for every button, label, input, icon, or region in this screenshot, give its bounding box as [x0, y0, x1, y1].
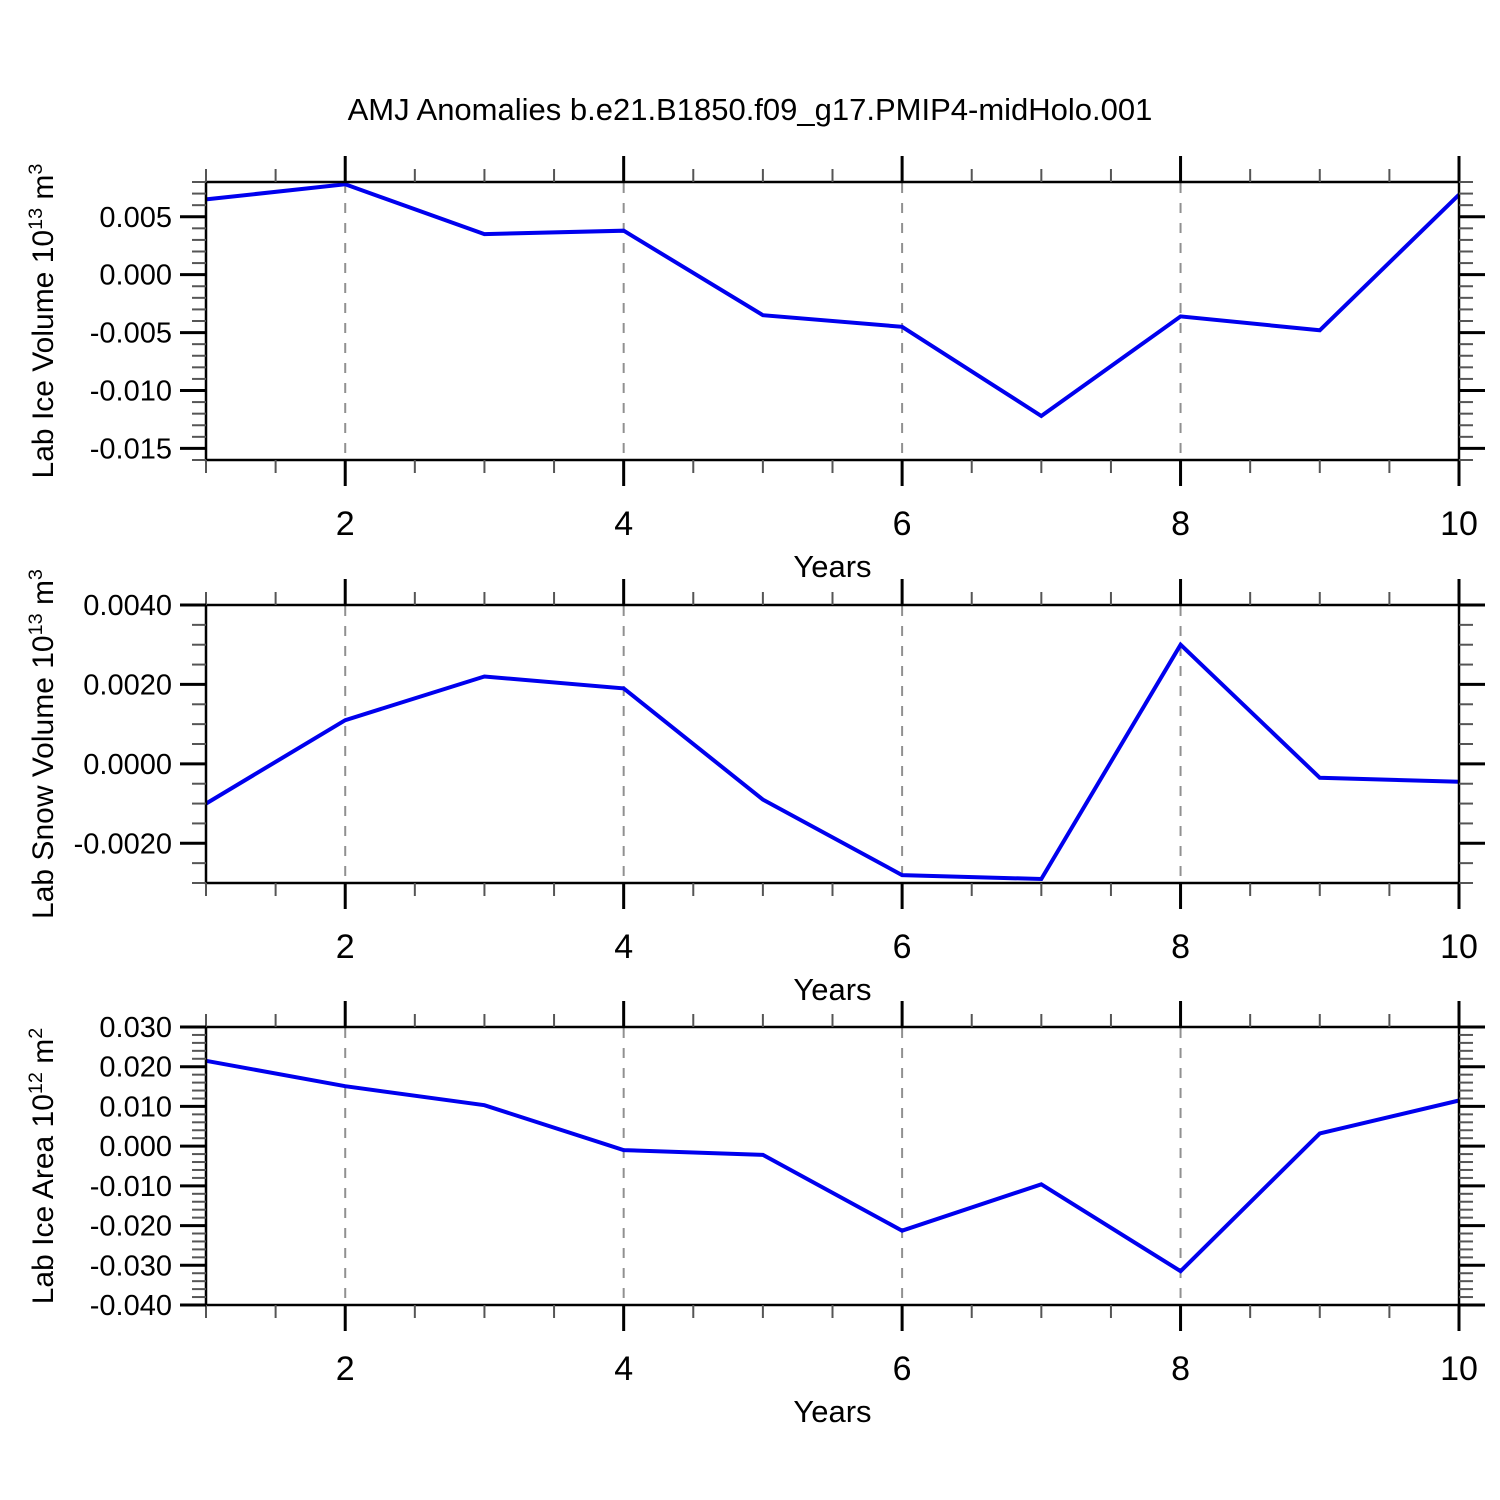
x-tick-label: 4: [614, 505, 633, 543]
x-tick-label: 10: [1440, 505, 1478, 543]
panel-2-frame: [204, 603, 1461, 885]
y-tick-label: 0.000: [99, 1131, 172, 1163]
panel-2-data-line: [204, 641, 1460, 882]
x-tick-label: 4: [614, 1350, 633, 1388]
x-tick-label: 2: [336, 928, 355, 966]
y-tick-label: -0.040: [90, 1290, 172, 1322]
chart-title: AMJ Anomalies b.e21.B1850.f09_g17.PMIP4-…: [347, 92, 1153, 127]
x-tick-label: 10: [1440, 928, 1478, 966]
y-tick-label: 0.005: [99, 202, 172, 234]
x-tick-label: 2: [336, 505, 355, 543]
y-tick-label: 0.020: [99, 1052, 172, 1084]
x-tick-label: 6: [893, 505, 912, 543]
y-tick-label: 0.030: [99, 1012, 172, 1044]
y-tick-label: -0.005: [90, 318, 172, 350]
y-tick-label: 0.0020: [83, 669, 172, 701]
panel-2: 0.0040 0.0020 0.0000 -0.0020 2 4 6 8 10 Years: [74, 579, 1485, 1007]
panel-2-x-axis-label: Years: [793, 972, 871, 1007]
y-tick-label: 0.010: [99, 1091, 172, 1123]
x-tick-label: 8: [1171, 1350, 1190, 1388]
panel-1: 0.005 0.000 -0.005 -0.010 -0.015 2 4 6 8 10 Years: [90, 156, 1485, 584]
x-tick-label: 2: [336, 1350, 355, 1388]
x-tick-label: 10: [1440, 1350, 1478, 1388]
y-tick-label: 0.0040: [83, 590, 172, 622]
y-tick-label: -0.030: [90, 1250, 172, 1282]
panel-3-x-axis-label: Years: [793, 1394, 871, 1429]
x-tick-label: 8: [1171, 928, 1190, 966]
panel-3-data-line: [205, 1058, 1460, 1274]
y-tick-label: -0.015: [90, 433, 172, 465]
x-tick-label: 4: [614, 928, 633, 966]
y-tick-label: -0.020: [90, 1211, 172, 1243]
x-tick-label: 6: [893, 1350, 912, 1388]
y-tick-label: 0.000: [99, 260, 172, 292]
panel-1-x-axis-label: Years: [793, 549, 871, 584]
y-tick-label: -0.010: [90, 376, 172, 408]
y-tick-label: -0.010: [90, 1171, 172, 1203]
panel-3-frame: [204, 1025, 1461, 1307]
y-tick-label: 0.0000: [83, 749, 172, 781]
x-tick-label: 8: [1171, 505, 1190, 543]
panel-3: 0.030 0.020 0.010 0.000 -0.010 -0.020 -0.030 -0…: [90, 1001, 1485, 1429]
panel-1-data-line: [205, 182, 1461, 419]
y-tick-label: -0.0020: [74, 828, 172, 860]
x-tick-label: 6: [893, 928, 912, 966]
